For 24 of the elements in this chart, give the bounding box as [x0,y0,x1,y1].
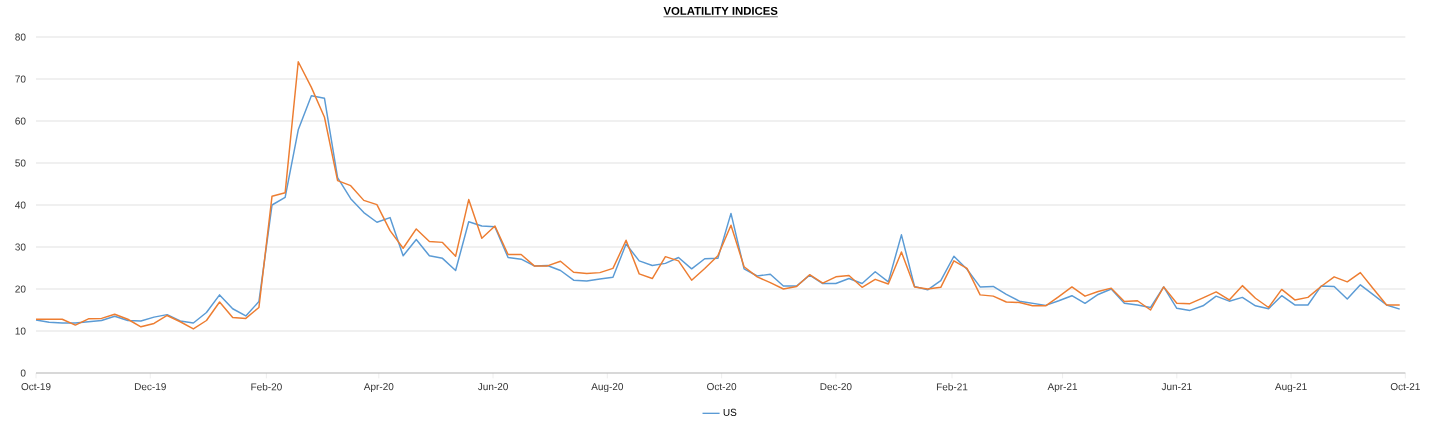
y-tick-label: 60 [15,117,26,125]
legend-label: US [723,408,737,416]
y-tick-label: 70 [15,75,26,83]
x-tick-label: Apr-20 [363,383,394,393]
x-tick-label: Jun-21 [1161,383,1192,391]
y-tick-label: 20 [15,285,26,293]
y-tick-label: 80 [15,33,26,41]
y-tick-label: 0 [20,369,26,377]
y-tick-label: 30 [15,243,26,251]
x-tick-label: Aug-21 [1274,383,1307,393]
x-tick-label: Dec-19 [134,383,166,391]
x-tick-label: Jun-20 [477,383,508,391]
x-tick-label: Dec-20 [820,383,852,391]
x-tick-label: Aug-20 [591,383,624,393]
x-tick-label: Feb-21 [936,383,968,391]
y-tick-label: 50 [15,159,26,167]
x-tick-label: Feb-20 [251,383,282,391]
x-tick-label: Oct-21 [1390,383,1420,391]
x-tick-label: Apr-21 [1047,383,1078,393]
x-tick-label: Oct-20 [707,383,737,391]
y-tick-label: 10 [15,327,26,335]
x-tick-label: Oct-19 [21,383,51,391]
y-tick-label: 40 [15,201,26,209]
chart-title: VOLATILITY INDICES [663,6,778,15]
